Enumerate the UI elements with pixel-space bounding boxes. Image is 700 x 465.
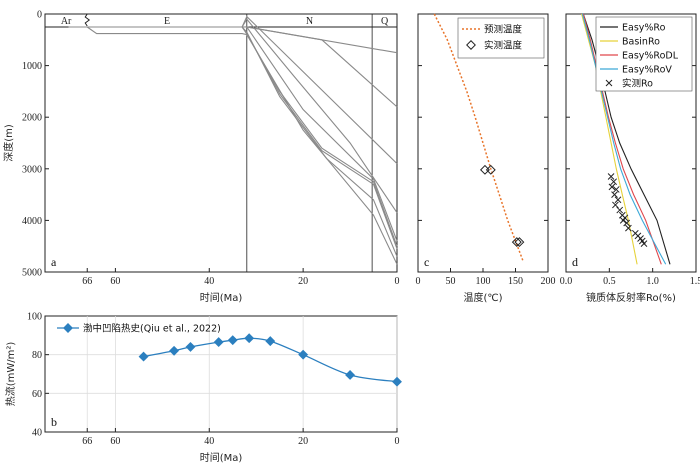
measured-ro-point bbox=[616, 206, 624, 214]
legend-marker bbox=[466, 40, 476, 50]
heat-flow-point bbox=[185, 341, 196, 352]
strata-label: Q bbox=[381, 16, 389, 27]
panel-d-frame bbox=[565, 13, 697, 273]
x-tick-label: 20 bbox=[298, 436, 308, 447]
legend-entry: Easy%Ro bbox=[622, 23, 666, 34]
heat-flow-point bbox=[227, 335, 238, 346]
x-tick-label: 0 bbox=[395, 276, 400, 287]
measured-ro-point bbox=[623, 219, 631, 227]
x-tick-label: 0.5 bbox=[603, 276, 616, 287]
x-tick-label: 50 bbox=[446, 276, 456, 287]
legend-entry: 预测温度 bbox=[484, 24, 523, 36]
x-tick-label: 0 bbox=[395, 436, 400, 447]
measured-ro-point bbox=[608, 183, 616, 191]
y-tick-label: 60 bbox=[32, 389, 42, 400]
y-tick-label: 4000 bbox=[22, 216, 42, 227]
legend-entry: 实测温度 bbox=[484, 40, 523, 52]
panel-a-xlabel: 时间(Ma) bbox=[200, 291, 243, 304]
legend-entry: Easy%RoDL bbox=[622, 51, 679, 62]
legend-marker bbox=[63, 323, 73, 333]
burial-line bbox=[91, 26, 398, 257]
panel-b-ylabel: 热流(mW/m²) bbox=[4, 342, 17, 407]
legend-box bbox=[595, 16, 693, 92]
measured-temperature-point bbox=[480, 164, 490, 175]
strata-label: Ar bbox=[61, 16, 72, 27]
burial-line bbox=[87, 26, 398, 242]
strata-label: E bbox=[164, 16, 170, 27]
legend-entry: Easy%RoV bbox=[622, 65, 672, 76]
panel-a-ylabel: 深度(m) bbox=[2, 124, 15, 162]
x-tick-label: 66 bbox=[82, 276, 92, 287]
panel-c-label: c bbox=[424, 255, 429, 269]
panel-c-xlabel: 温度(℃) bbox=[463, 291, 502, 304]
burial-line bbox=[86, 26, 398, 265]
measured-ro-point bbox=[640, 240, 648, 247]
y-tick-label: 80 bbox=[32, 350, 42, 361]
x-tick-label: 60 bbox=[110, 276, 120, 287]
x-tick-label: 20 bbox=[298, 276, 308, 287]
burial-line bbox=[68, 26, 398, 54]
heat-flow-point bbox=[169, 345, 180, 356]
heat-flow-point bbox=[345, 370, 356, 380]
measured-temperature-point bbox=[511, 237, 522, 248]
x-tick-label: 60 bbox=[110, 436, 120, 447]
legend-entry: BasinRo bbox=[622, 37, 660, 48]
measured-ro-point bbox=[611, 191, 618, 198]
burial-line bbox=[73, 26, 398, 108]
panel-d-label: d bbox=[572, 255, 578, 269]
heat-flow-point bbox=[244, 333, 255, 344]
ro-model-line bbox=[581, 13, 667, 265]
legend-entry: 实测Ro bbox=[622, 78, 653, 90]
heat-flow-point bbox=[213, 337, 224, 348]
heat-flow-line bbox=[143, 337, 398, 383]
panel-d-xlabel: 镜质体反射率Ro(%) bbox=[586, 291, 676, 304]
x-tick-label: 66 bbox=[82, 436, 92, 447]
measured-ro-point bbox=[607, 173, 615, 180]
y-tick-label: 2000 bbox=[22, 113, 42, 124]
y-tick-label: 40 bbox=[32, 428, 42, 439]
x-tick-label: 100 bbox=[476, 276, 491, 287]
measured-ro-point bbox=[614, 196, 622, 204]
x-tick-label: 40 bbox=[204, 436, 214, 447]
y-tick-label: 1000 bbox=[22, 61, 42, 72]
measured-ro-point bbox=[619, 217, 627, 224]
heat-flow-point bbox=[392, 376, 402, 387]
x-tick-label: 0 bbox=[416, 276, 421, 287]
x-tick-label: 150 bbox=[508, 276, 523, 287]
measured-temperature-point bbox=[514, 237, 525, 248]
measured-ro-point bbox=[612, 186, 620, 193]
ro-model-line bbox=[582, 13, 671, 265]
measured-ro-point bbox=[612, 201, 619, 209]
x-tick-label: 0.0 bbox=[560, 276, 573, 287]
x-tick-label: 1.5 bbox=[690, 276, 700, 287]
burial-line bbox=[82, 18, 398, 214]
x-tick-label: 40 bbox=[204, 276, 214, 287]
x-tick-label: 200 bbox=[541, 276, 556, 287]
legend-entry: 渤中凹陷热史(Qiu et al., 2022) bbox=[83, 323, 221, 335]
panel-a-label: a bbox=[51, 255, 57, 269]
y-tick-label: 0 bbox=[37, 10, 42, 21]
heat-flow-point bbox=[265, 336, 276, 347]
heat-flow-point bbox=[138, 351, 149, 362]
y-tick-label: 3000 bbox=[22, 164, 42, 175]
legend-marker bbox=[605, 79, 613, 87]
panel-b-xlabel: 时间(Ma) bbox=[200, 451, 243, 464]
x-tick-label: 1.0 bbox=[646, 276, 659, 287]
heat-flow-point bbox=[298, 349, 309, 360]
panel-b-label: b bbox=[51, 415, 57, 429]
panel-a-frame bbox=[44, 13, 398, 273]
ro-model-line bbox=[582, 13, 662, 265]
y-tick-label: 5000 bbox=[22, 268, 42, 279]
y-tick-label: 100 bbox=[27, 312, 42, 323]
strata-label: N bbox=[306, 16, 313, 27]
burial-line bbox=[101, 26, 398, 247]
measured-ro-point bbox=[625, 224, 632, 232]
measured-temperature-point bbox=[485, 164, 496, 175]
measured-ro-point bbox=[610, 178, 618, 186]
strata-unconformity bbox=[84, 13, 91, 27]
legend-box bbox=[457, 17, 545, 59]
